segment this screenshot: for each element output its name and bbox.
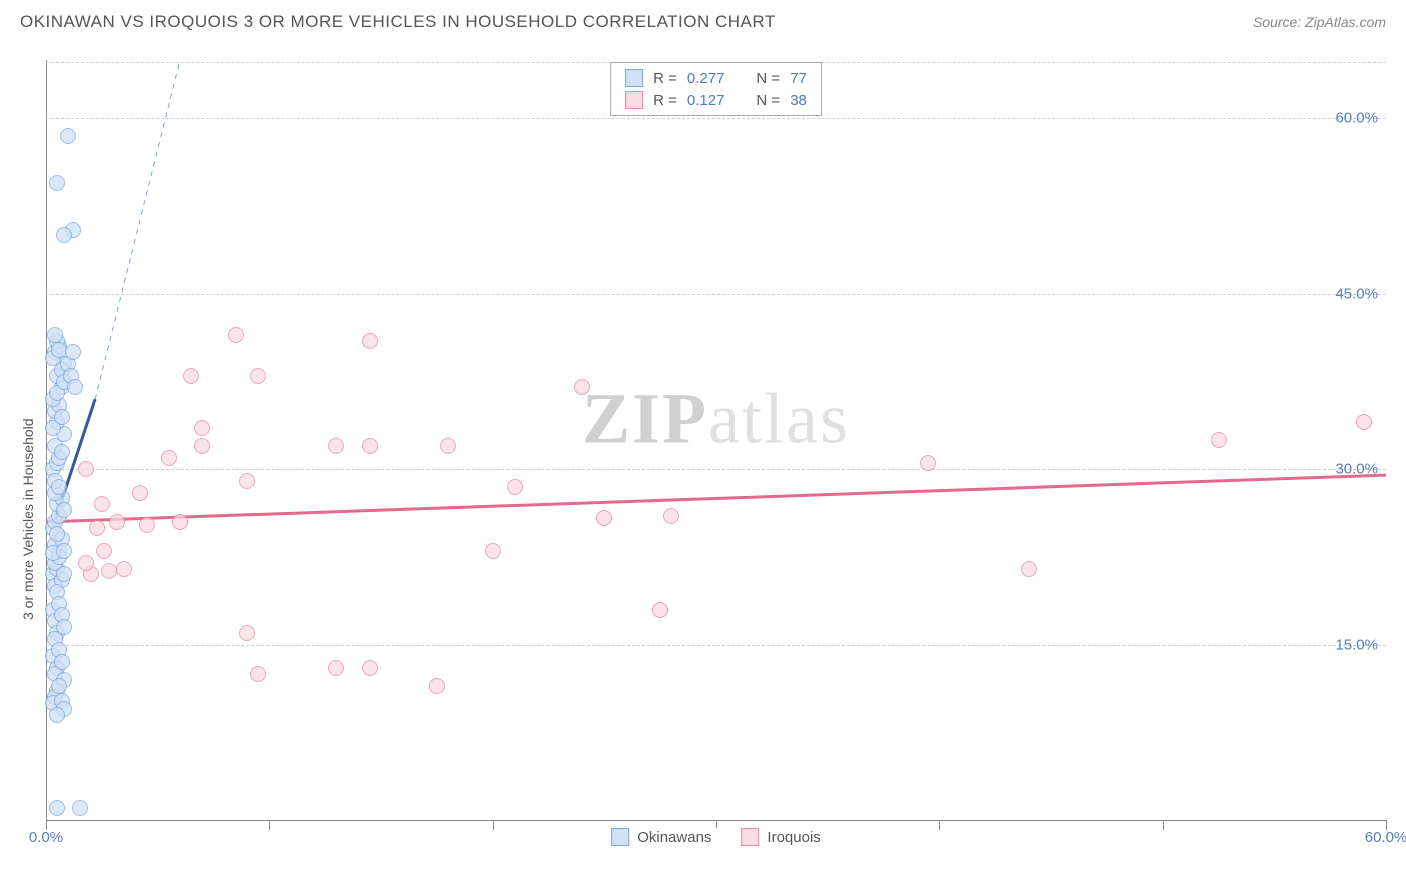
data-point — [65, 344, 81, 360]
series-name-0: Okinawans — [637, 829, 711, 846]
data-point — [1356, 414, 1372, 430]
data-point — [183, 368, 199, 384]
data-point — [663, 508, 679, 524]
data-point — [139, 517, 155, 533]
watermark: ZIPatlas — [582, 377, 850, 460]
data-point — [94, 496, 110, 512]
x-tick-mark — [1163, 820, 1164, 830]
data-point — [250, 368, 266, 384]
data-point — [440, 438, 456, 454]
chart-header: OKINAWAN VS IROQUOIS 3 OR MORE VEHICLES … — [0, 0, 1406, 40]
data-point — [194, 438, 210, 454]
data-point — [239, 625, 255, 641]
data-point — [56, 227, 72, 243]
data-point — [116, 561, 132, 577]
correlation-legend: R = 0.277 N = 77 R = 0.127 N = 38 — [610, 62, 822, 116]
data-point — [51, 479, 67, 495]
data-point — [56, 543, 72, 559]
r-value-1: 0.127 — [687, 92, 725, 109]
data-point — [56, 619, 72, 635]
y-axis-label: 3 or more Vehicles in Household — [20, 418, 36, 620]
watermark-zip: ZIP — [582, 378, 708, 458]
source-label: Source: — [1253, 14, 1305, 30]
watermark-atlas: atlas — [708, 378, 850, 458]
trendlines-svg — [46, 60, 1386, 840]
swatch-okinawans — [625, 69, 643, 87]
data-point — [89, 520, 105, 536]
y-tick-label: 15.0% — [1335, 636, 1378, 653]
n-label-0: N = — [756, 70, 780, 87]
data-point — [49, 175, 65, 191]
data-point — [920, 455, 936, 471]
data-point — [1021, 561, 1037, 577]
data-point — [362, 438, 378, 454]
data-point — [1211, 432, 1227, 448]
legend-item-iroquois: Iroquois — [741, 828, 820, 846]
data-point — [54, 444, 70, 460]
data-point — [596, 510, 612, 526]
n-label-1: N = — [756, 92, 780, 109]
r-label-1: R = — [653, 92, 677, 109]
series-name-1: Iroquois — [767, 829, 820, 846]
x-tick-mark — [493, 820, 494, 830]
data-point — [652, 602, 668, 618]
series-legend: Okinawans Iroquois — [603, 828, 829, 846]
data-point — [328, 438, 344, 454]
data-point — [72, 800, 88, 816]
data-point — [485, 543, 501, 559]
data-point — [362, 660, 378, 676]
data-point — [56, 566, 72, 582]
data-point — [132, 485, 148, 501]
data-point — [51, 678, 67, 694]
data-point — [161, 450, 177, 466]
data-point — [109, 514, 125, 530]
data-point — [228, 327, 244, 343]
n-value-1: 38 — [790, 92, 807, 109]
data-point — [60, 128, 76, 144]
data-point — [362, 333, 378, 349]
legend-row-okinawans: R = 0.277 N = 77 — [625, 67, 807, 89]
y-tick-label: 30.0% — [1335, 461, 1378, 478]
x-tick-min: 0.0% — [29, 829, 63, 846]
y-tick-label: 60.0% — [1335, 110, 1378, 127]
data-point — [96, 543, 112, 559]
data-point — [54, 409, 70, 425]
data-point — [194, 420, 210, 436]
r-value-0: 0.277 — [687, 70, 725, 87]
swatch-bottom-okinawans — [611, 828, 629, 846]
data-point — [507, 479, 523, 495]
data-point — [78, 461, 94, 477]
chart-source: Source: ZipAtlas.com — [1253, 14, 1386, 30]
data-point — [49, 707, 65, 723]
data-point — [250, 666, 266, 682]
data-point — [56, 502, 72, 518]
chart-title: OKINAWAN VS IROQUOIS 3 OR MORE VEHICLES … — [20, 12, 776, 32]
data-point — [47, 327, 63, 343]
data-point — [78, 555, 94, 571]
y-tick-label: 45.0% — [1335, 285, 1378, 302]
data-point — [67, 379, 83, 395]
legend-row-iroquois: R = 0.127 N = 38 — [625, 89, 807, 111]
x-tick-mark — [939, 820, 940, 830]
data-point — [328, 660, 344, 676]
data-point — [49, 800, 65, 816]
swatch-bottom-iroquois — [741, 828, 759, 846]
data-point — [54, 654, 70, 670]
n-value-0: 77 — [790, 70, 807, 87]
data-point — [172, 514, 188, 530]
legend-item-okinawans: Okinawans — [611, 828, 711, 846]
r-label-0: R = — [653, 70, 677, 87]
data-point — [49, 526, 65, 542]
data-point — [429, 678, 445, 694]
chart-plot-area: ZIPatlas R = 0.277 N = 77 R = 0.127 N = … — [46, 60, 1386, 840]
data-point — [574, 379, 590, 395]
data-point — [101, 563, 117, 579]
x-tick-mark — [269, 820, 270, 830]
swatch-iroquois — [625, 91, 643, 109]
source-name: ZipAtlas.com — [1305, 14, 1386, 30]
x-tick-max: 60.0% — [1365, 829, 1406, 846]
data-point — [239, 473, 255, 489]
